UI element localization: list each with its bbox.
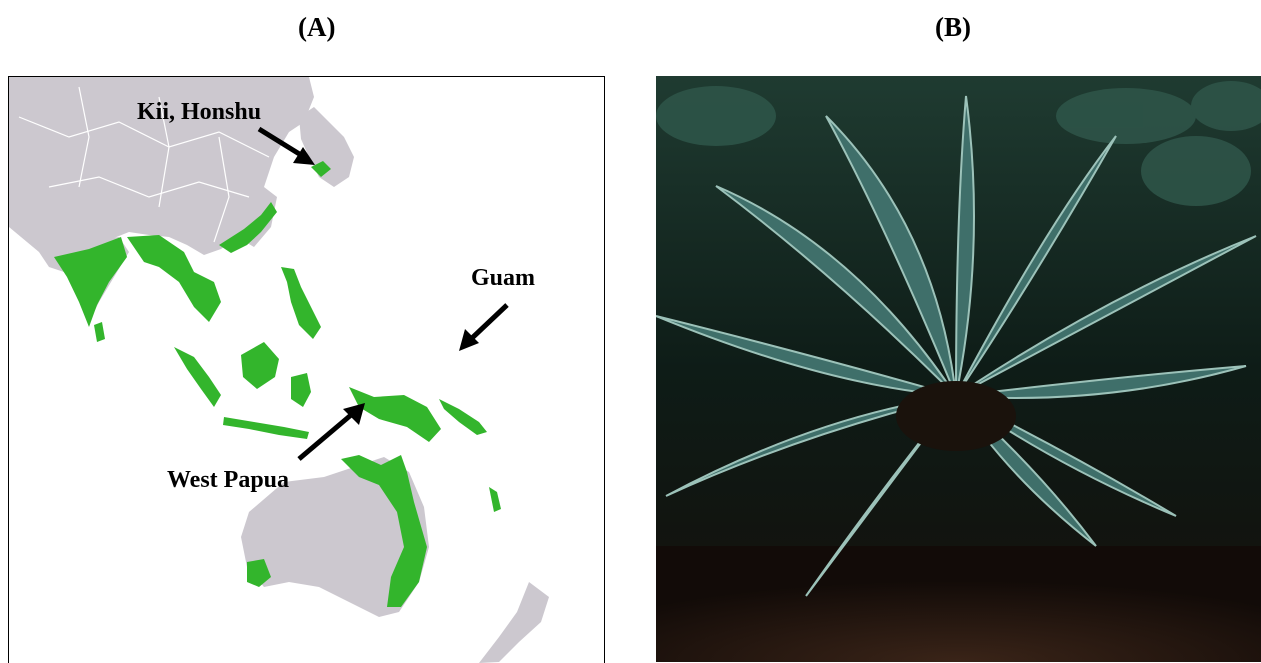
- distribution-solomons: [439, 399, 487, 435]
- asia-landmass: [9, 77, 314, 257]
- arrow-kii-honshu: [257, 126, 315, 165]
- arrow-guam: [459, 303, 509, 351]
- distribution-map: Kii, Honshu Guam West Papua: [8, 76, 605, 663]
- distribution-vanuatu: [489, 487, 501, 512]
- country-borders: [18, 86, 270, 243]
- distribution-malay: [174, 347, 221, 407]
- distribution-northern-australia: [341, 455, 427, 607]
- annotation-arrows: [257, 126, 509, 461]
- distribution-sulawesi: [291, 373, 311, 407]
- cycad-trunk: [896, 381, 1016, 451]
- japan-landmass: [299, 107, 354, 187]
- arrow-west-papua: [297, 403, 365, 461]
- distribution-china-coast: [219, 202, 277, 253]
- distribution-india: [54, 237, 127, 327]
- west-papua-label: West Papua: [167, 467, 289, 493]
- distribution-japan: [311, 161, 331, 177]
- distribution-java: [223, 417, 309, 439]
- distribution-sri-lanka: [94, 322, 105, 342]
- distribution-western-australia: [247, 559, 271, 587]
- distribution-borneo: [241, 342, 279, 389]
- cycad-photo: [656, 76, 1261, 662]
- panel-label-b: (B): [935, 12, 971, 42]
- background-foliage: [656, 81, 1261, 206]
- new-zealand-landmass: [479, 582, 549, 663]
- distribution-new-guinea: [349, 387, 441, 442]
- map-svg: Kii, Honshu Guam West Papua: [9, 77, 549, 663]
- australia-landmass: [241, 457, 429, 617]
- distribution-indochina: [127, 235, 221, 322]
- cycas-distribution: [54, 161, 501, 607]
- panel-label-a: (A): [298, 12, 336, 42]
- kii-honshu-label: Kii, Honshu: [137, 99, 261, 125]
- cycad-photo-svg: [656, 76, 1261, 662]
- guam-label: Guam: [471, 265, 535, 291]
- distribution-philippines: [281, 267, 321, 339]
- forest-floor: [656, 546, 1261, 662]
